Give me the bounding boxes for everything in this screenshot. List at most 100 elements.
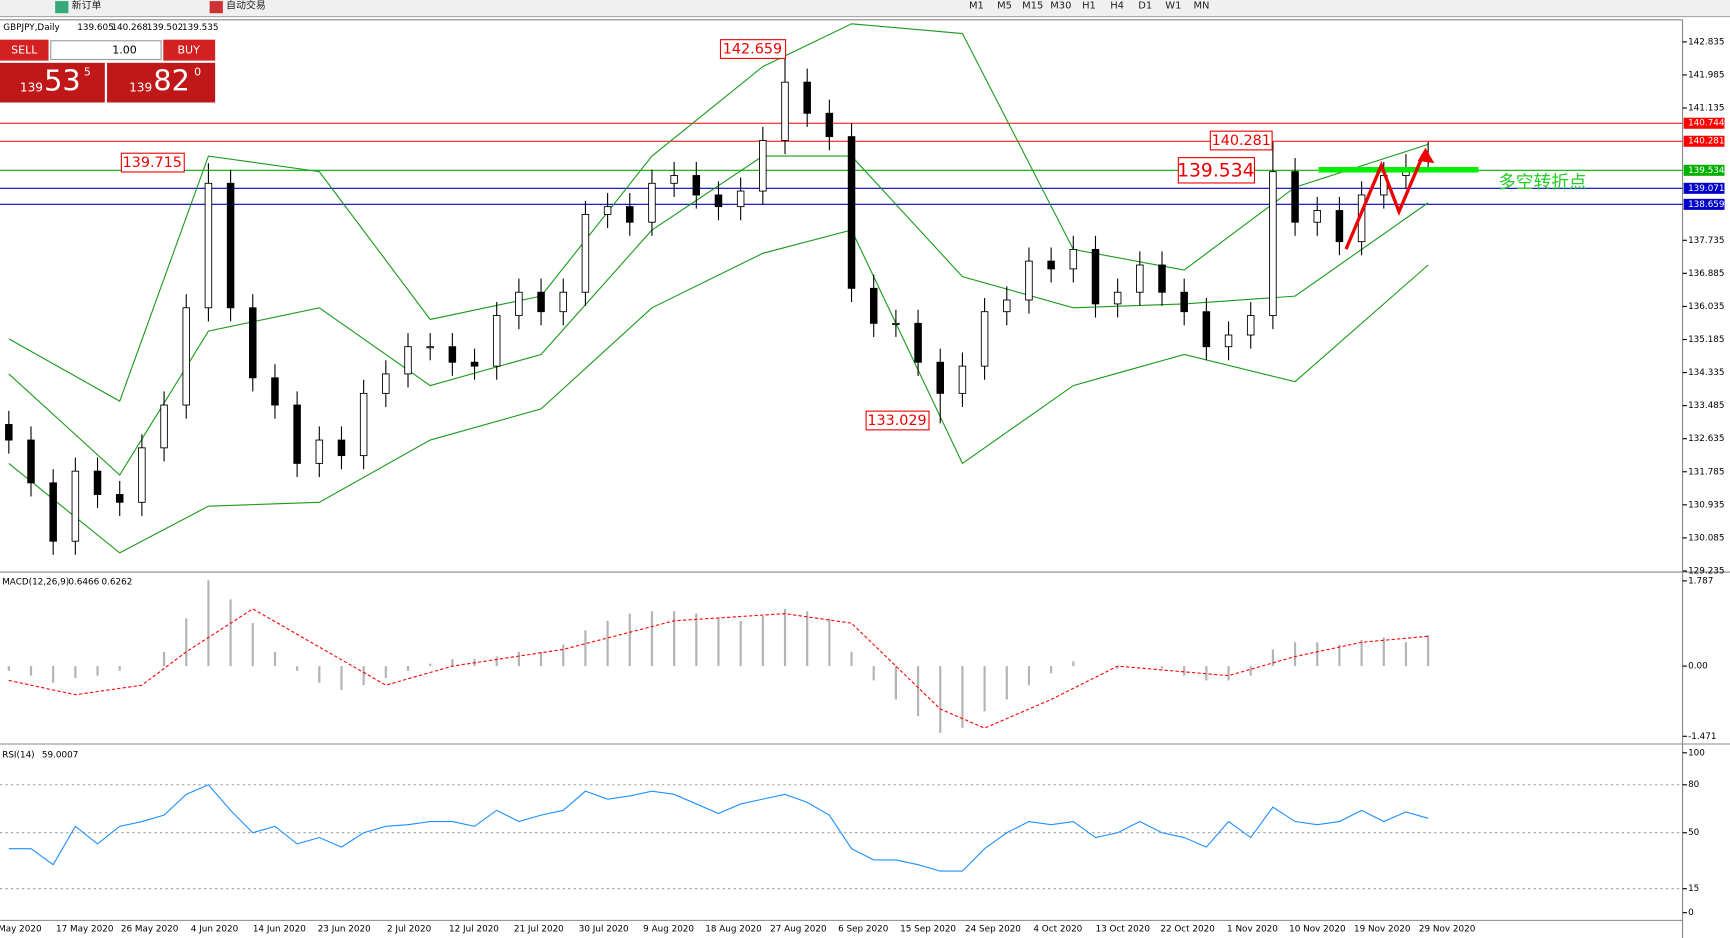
candle-body — [670, 175, 678, 184]
y-tick-label: 1.787 — [1688, 576, 1713, 586]
bollinger-middle — [8, 155, 1429, 476]
candle-body — [559, 291, 567, 313]
candle-body — [581, 213, 590, 293]
bollinger-lower — [8, 229, 1429, 554]
new-order[interactable]: 新订单 — [72, 0, 102, 12]
price-label: 142.659 — [723, 42, 782, 58]
header-high: 140.268 — [111, 23, 147, 33]
label-box — [1177, 157, 1256, 184]
x-tick-label: 29 Nov 2020 — [1419, 925, 1476, 935]
candle-body — [1224, 334, 1233, 348]
candle-body — [1047, 260, 1055, 270]
x-tick-label: 27 Aug 2020 — [770, 925, 827, 935]
lots[interactable]: 1.00 — [112, 44, 137, 57]
x-tick-label: 10 Nov 2020 — [1289, 925, 1346, 935]
candle-body — [1113, 291, 1122, 305]
indicator-value: 59.0007 — [42, 751, 78, 761]
y-tick-label: 137.735 — [1688, 236, 1724, 246]
x-tick-label: May 2020 — [0, 925, 42, 935]
lots-field[interactable] — [50, 40, 162, 61]
y-tick-label: 134.335 — [1688, 368, 1724, 378]
candle-body — [204, 182, 213, 309]
header-open: 139.605 — [77, 23, 113, 33]
trade-panel: SELL 1.00 BUY 139 53 5 139 82 0 — [0, 39, 216, 103]
x-tick-label: 2 Jul 2020 — [387, 925, 432, 935]
buy-price-big: 139 — [129, 81, 152, 95]
candle-body — [404, 346, 412, 375]
x-tick-label: 19 Nov 2020 — [1354, 925, 1411, 935]
candle-body — [825, 112, 834, 138]
y-tick-label: 80 — [1688, 780, 1700, 790]
candle-body — [71, 470, 80, 542]
sell-button[interactable] — [0, 39, 49, 61]
x-tick-label: 1 Nov 2020 — [1227, 925, 1278, 935]
buy-button[interactable] — [163, 39, 216, 61]
candle-body — [648, 182, 656, 223]
buy-label[interactable]: BUY — [177, 44, 200, 57]
x-tick-label: 21 Jul 2020 — [514, 925, 564, 935]
timeframe-button[interactable]: W1 — [1165, 1, 1181, 12]
sell-price-main: 53 — [44, 64, 80, 98]
level-tag — [1683, 182, 1725, 194]
candle-body — [492, 315, 501, 367]
candle-body — [692, 175, 701, 196]
x-tick-label: 9 Aug 2020 — [643, 925, 694, 935]
timeframe-button[interactable]: M1 — [969, 1, 984, 12]
sell-price-pip: 5 — [84, 66, 91, 79]
level-tag — [1683, 198, 1725, 210]
x-tick-label: 4 Oct 2020 — [1033, 925, 1082, 935]
sell-label[interactable]: SELL — [11, 44, 38, 57]
y-tick-label: 130.935 — [1688, 500, 1724, 510]
x-tick-label: 23 Jun 2020 — [318, 925, 371, 935]
toolbar — [0, 0, 1730, 17]
candle-body — [359, 392, 368, 457]
buy-price-pip: 0 — [194, 66, 201, 79]
level-tag — [1683, 117, 1725, 129]
new-order-icon[interactable] — [55, 1, 69, 14]
auto-trading[interactable]: 自动交易 — [226, 0, 266, 12]
timeframe-button[interactable]: H1 — [1082, 1, 1096, 12]
candle-body — [1025, 260, 1033, 301]
candle-body — [293, 404, 301, 464]
auto-trading-icon[interactable] — [209, 1, 223, 14]
label-box — [865, 410, 930, 431]
x-tick-label: 15 Sep 2020 — [900, 925, 956, 935]
price-label: 139.715 — [123, 155, 182, 171]
candle-body — [249, 307, 257, 379]
buy-price-main: 82 — [153, 64, 189, 98]
timeframe-button[interactable]: M30 — [1050, 1, 1071, 12]
candle-body — [271, 377, 279, 406]
candle-body — [382, 373, 390, 394]
timeframe-button[interactable]: M5 — [997, 1, 1012, 12]
candle-body — [49, 482, 57, 542]
timeframe-button[interactable]: M15 — [1022, 1, 1043, 12]
x-tick-label: 22 Oct 2020 — [1160, 925, 1215, 935]
x-tick-label: 30 Jul 2020 — [579, 925, 629, 935]
y-tick-label: 142.835 — [1688, 37, 1724, 47]
buy-price-box[interactable] — [107, 62, 216, 103]
candle-body — [759, 140, 767, 192]
sell-price-box[interactable] — [0, 62, 105, 103]
candle-body — [93, 470, 102, 495]
candle-body — [1291, 171, 1299, 223]
header-low: 139.502 — [147, 23, 183, 33]
x-tick-label: 12 Jul 2020 — [449, 925, 499, 935]
candle-body — [892, 322, 900, 325]
candle-body — [1158, 264, 1166, 293]
timeframe-button[interactable]: D1 — [1138, 1, 1152, 12]
candle-body — [537, 291, 545, 313]
y-tick-label: -1.471 — [1688, 732, 1716, 742]
level-label: 140.281 — [1688, 137, 1724, 147]
y-tick-label: 131.785 — [1688, 467, 1724, 477]
label-box — [719, 39, 787, 59]
timeframe-button[interactable]: MN — [1194, 1, 1210, 12]
candle-body — [869, 287, 878, 324]
y-tick-label: 0 — [1688, 908, 1694, 918]
y-tick-label: 135.185 — [1688, 335, 1724, 345]
timeframe-button[interactable]: H4 — [1110, 1, 1124, 12]
candle-body — [515, 291, 523, 317]
candle-body — [958, 365, 967, 394]
candle-body — [1003, 299, 1011, 313]
candle-body — [426, 346, 434, 349]
